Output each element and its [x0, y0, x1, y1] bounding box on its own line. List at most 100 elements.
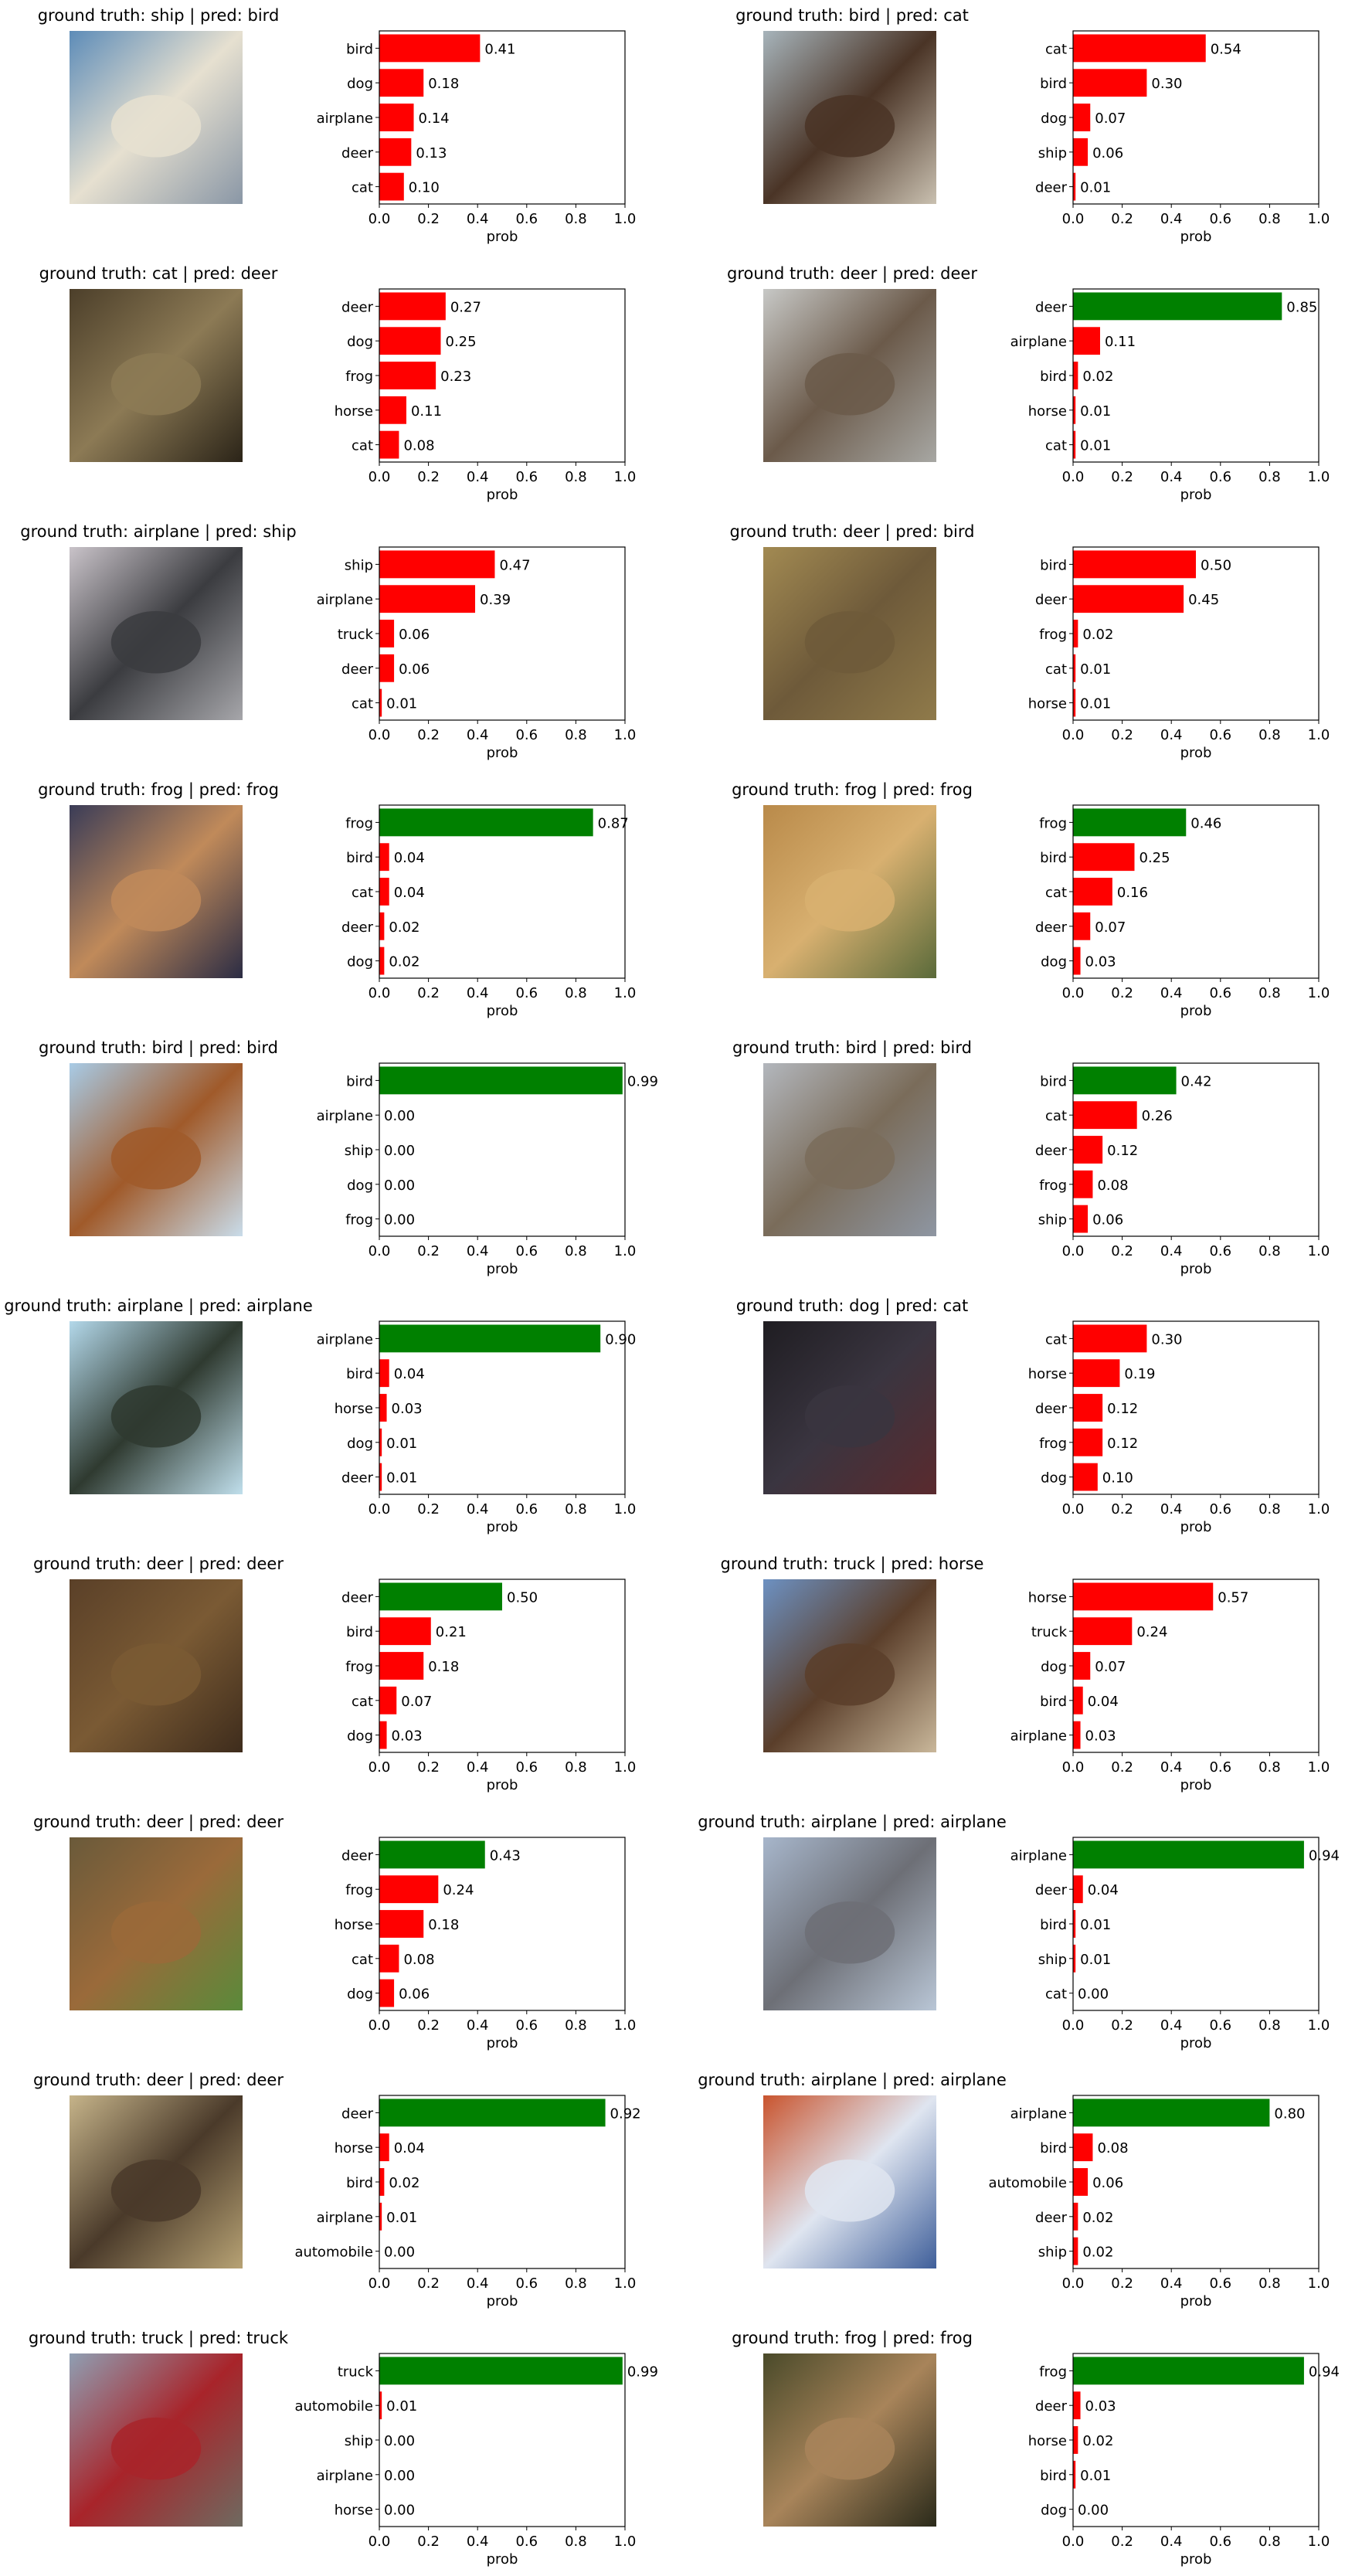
bar-value-label: 0.03: [1085, 2398, 1116, 2415]
xtick-label: 0.4: [467, 1243, 489, 1259]
xtick-label: 0.0: [369, 2534, 391, 2550]
bar-value-label: 0.00: [384, 2433, 415, 2449]
axes-frame: [1072, 546, 1320, 721]
input-image-subject: [110, 868, 202, 932]
ytick-label: frog: [1039, 2364, 1067, 2380]
prob-bar: [379, 2391, 382, 2420]
x-axis-label: prob: [487, 487, 518, 503]
xtick-label: 0.0: [369, 1501, 391, 1517]
input-image-subject: [804, 1127, 895, 1190]
xtick-label: 1.0: [614, 985, 637, 1001]
xtick-label: 1.0: [1308, 2275, 1330, 2292]
ytick-label: airplane: [317, 2468, 373, 2484]
panel-title: ground truth: frog | pred: frog: [732, 2329, 973, 2348]
xtick-label: 0.2: [1111, 211, 1133, 227]
xtick-label: 0.2: [417, 1501, 440, 1517]
axes-frame: [1072, 288, 1320, 463]
axes-frame: [379, 2095, 626, 2269]
xtick-label: 0.0: [1062, 1759, 1085, 1776]
xtick-label: 0.2: [1111, 469, 1133, 485]
ytick-label: frog: [1039, 1178, 1067, 1194]
xtick-label: 1.0: [614, 1243, 637, 1259]
x-axis-label: prob: [487, 229, 518, 245]
ytick-label: airplane: [1010, 2105, 1067, 2122]
input-image-subject: [804, 2417, 895, 2480]
bar-value-label: 0.08: [1097, 1178, 1128, 1194]
prob-bar: [379, 396, 406, 424]
xtick-label: 0.4: [467, 211, 489, 227]
bar-value-label: 0.01: [1080, 1952, 1111, 1968]
ytick-label: ship: [1038, 2245, 1067, 2261]
bar-value-label: 0.85: [1286, 299, 1317, 315]
xtick-label: 0.8: [565, 211, 587, 227]
xtick-label: 0.0: [1062, 1501, 1085, 1517]
prob-bar: [379, 1582, 502, 1611]
ytick-label: cat: [352, 180, 373, 196]
ytick-label: horse: [1028, 403, 1067, 420]
xtick-label: 0.6: [1209, 2275, 1231, 2292]
xtick-label: 0.2: [1111, 2534, 1133, 2550]
prob-bar: [1073, 1652, 1091, 1680]
bar-value-label: 0.06: [1092, 2175, 1123, 2191]
xtick-label: 0.4: [467, 1759, 489, 1776]
xtick-label: 0.8: [1258, 469, 1281, 485]
prob-bar: [1073, 1428, 1103, 1456]
axes-frame: [1072, 2353, 1320, 2527]
xtick-label: 0.2: [1111, 1759, 1133, 1776]
bar-value-label: 0.50: [1201, 557, 1231, 573]
xtick-label: 0.0: [1062, 211, 1085, 227]
ytick-label: deer: [341, 299, 374, 315]
prediction-panel: ground truth: truck | pred: horse 0.03 air…: [721, 1555, 1330, 1793]
prob-bar: [1073, 1875, 1083, 1904]
bar-value-label: 0.10: [1102, 1470, 1133, 1487]
ytick-label: deer: [341, 1470, 374, 1487]
axes-frame: [379, 1579, 626, 1753]
xtick-label: 0.8: [565, 1759, 587, 1776]
x-axis-label: prob: [1180, 1003, 1212, 1019]
prob-bar: [379, 104, 414, 131]
bar-value-label: 0.04: [394, 2140, 425, 2156]
prob-bar: [379, 430, 399, 459]
xtick-label: 0.0: [369, 211, 391, 227]
xtick-label: 0.8: [565, 2534, 587, 2550]
input-image-subject: [804, 352, 895, 416]
prob-bar: [379, 654, 395, 682]
ytick-label: deer: [341, 661, 374, 678]
xtick-label: 1.0: [1308, 211, 1330, 227]
prob-bar: [379, 585, 476, 613]
prob-bar: [1073, 327, 1100, 355]
xtick-label: 1.0: [1308, 2534, 1330, 2550]
ytick-label: dog: [347, 76, 373, 92]
xtick-label: 1.0: [1308, 1501, 1330, 1517]
bar-value-label: 0.00: [1078, 1986, 1109, 2003]
panel-title: ground truth: deer | pred: deer: [33, 1555, 284, 1574]
ytick-label: cat: [1045, 438, 1067, 454]
xtick-label: 0.6: [1209, 469, 1231, 485]
prob-bar: [379, 946, 385, 975]
prob-bar: [379, 327, 441, 355]
xtick-label: 0.4: [1160, 2275, 1183, 2292]
bar-value-label: 0.12: [1107, 1401, 1138, 1417]
prob-bar: [379, 1324, 601, 1353]
prob-bar: [1073, 2133, 1093, 2162]
bar-value-label: 0.02: [389, 919, 419, 936]
bar-value-label: 0.23: [440, 369, 471, 385]
input-image-subject: [110, 94, 202, 158]
panel-title: ground truth: deer | pred: deer: [727, 264, 977, 284]
panel-title: ground truth: deer | pred: deer: [33, 2071, 284, 2090]
ytick-label: cat: [352, 1694, 373, 1710]
prob-bar: [1073, 2099, 1270, 2127]
xtick-label: 0.8: [1258, 985, 1281, 1001]
panel-title: ground truth: bird | pred: bird: [39, 1038, 278, 1058]
bar-value-label: 0.06: [399, 627, 430, 643]
bar-value-label: 0.01: [1080, 403, 1111, 420]
panel-title: ground truth: bird | pred: bird: [732, 1038, 972, 1058]
input-image-subject: [110, 1385, 202, 1448]
xtick-label: 0.4: [467, 2275, 489, 2292]
prob-bar: [1073, 172, 1076, 201]
bar-value-label: 0.08: [403, 1952, 434, 1968]
panel-title: ground truth: airplane | pred: airplane: [698, 2071, 1007, 2090]
bar-value-label: 0.00: [384, 1143, 415, 1159]
xtick-label: 0.0: [1062, 985, 1085, 1001]
prob-bar: [379, 2202, 382, 2231]
